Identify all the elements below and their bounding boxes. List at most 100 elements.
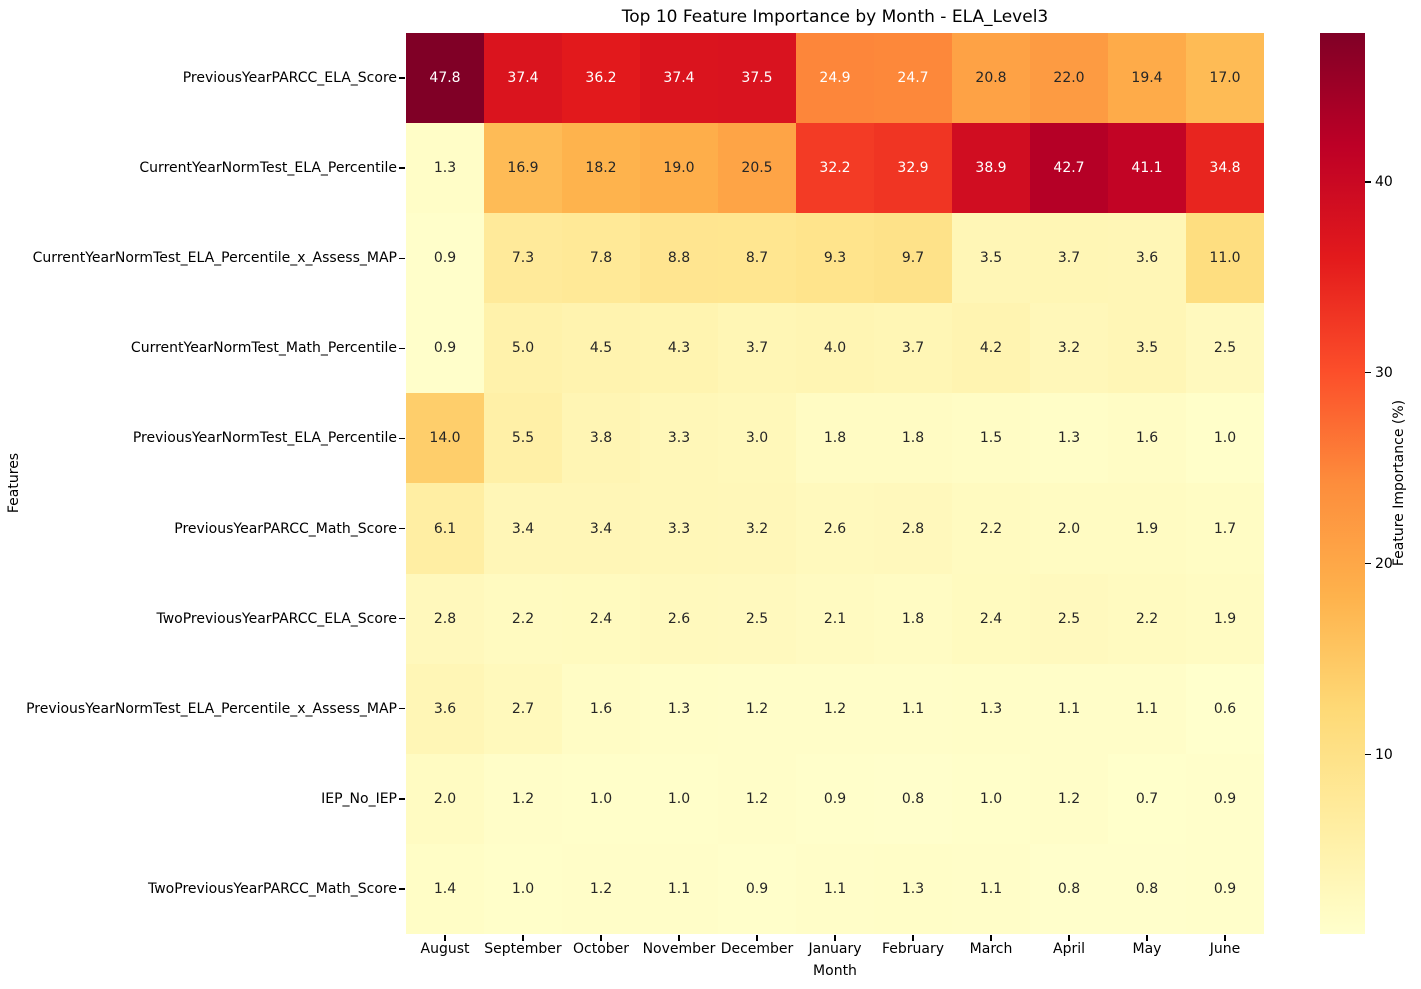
x-tick-mark	[444, 935, 446, 941]
col-label: March	[969, 941, 1013, 957]
y-tick-mark	[399, 167, 405, 169]
heatmap-cell: 7.3	[484, 213, 562, 304]
y-tick-mark	[399, 347, 405, 350]
x-tick-mark	[834, 935, 836, 941]
heatmap-cell: 1.3	[406, 123, 484, 214]
x-tick-mark	[1224, 935, 1226, 941]
heatmap-cell: 1.3	[640, 663, 718, 754]
heatmap-cell: 3.4	[562, 483, 640, 574]
heatmap-cell: 20.8	[952, 33, 1030, 124]
heatmap-cell: 0.9	[718, 843, 796, 934]
heatmap-cell: 1.4	[406, 843, 484, 934]
heatmap-cell: 2.2	[952, 483, 1030, 574]
colorbar-tick-label: 20	[1375, 555, 1393, 572]
heatmap-cell: 36.2	[562, 33, 640, 124]
heatmap-cell: 4.2	[952, 303, 1030, 394]
y-tick-mark	[399, 708, 405, 710]
heatmap-cell: 3.7	[874, 303, 952, 394]
heatmap-cell: 2.5	[1030, 573, 1108, 664]
heatmap-cell: 5.5	[484, 393, 562, 484]
y-tick-mark	[399, 617, 405, 620]
heatmap-cell: 1.1	[1108, 663, 1186, 754]
col-label: May	[1132, 941, 1162, 957]
heatmap-cell: 1.6	[1108, 393, 1186, 484]
heatmap-cell: 9.7	[874, 213, 952, 304]
heatmap-cell: 2.6	[796, 483, 874, 574]
x-tick-mark	[678, 935, 680, 941]
heatmap-cell: 1.2	[796, 663, 874, 754]
heatmap-cell: 37.5	[718, 33, 796, 124]
heatmap-cell: 32.2	[796, 123, 874, 214]
heatmap-cell: 1.9	[1108, 483, 1186, 574]
row-label: PreviousYearNormTest_ELA_Percentile_x_As…	[26, 700, 397, 717]
heatmap-cell: 1.2	[484, 753, 562, 844]
colorbar-label: Feature Importance (%)	[1391, 399, 1407, 567]
heatmap-cell: 4.0	[796, 303, 874, 394]
heatmap-cell: 47.8	[406, 33, 484, 124]
heatmap-cell: 1.1	[640, 843, 718, 934]
heatmap-cell: 20.5	[718, 123, 796, 214]
heatmap-cell: 18.2	[562, 123, 640, 214]
y-tick-mark	[399, 888, 405, 890]
heatmap-cell: 37.4	[640, 33, 718, 124]
heatmap-cell: 1.0	[1186, 393, 1264, 484]
heatmap-cell: 7.8	[562, 213, 640, 304]
heatmap-cell: 1.8	[796, 393, 874, 484]
colorbar-tick-label: 30	[1375, 364, 1393, 381]
heatmap-cell: 22.0	[1030, 33, 1108, 124]
colorbar-tick-mark	[1365, 181, 1371, 183]
heatmap-cell: 3.7	[1030, 213, 1108, 304]
heatmap-cell: 2.2	[1108, 573, 1186, 664]
heatmap-cell: 0.9	[406, 213, 484, 304]
heatmap-cell: 0.8	[874, 753, 952, 844]
heatmap-cell: 1.2	[718, 663, 796, 754]
heatmap-cell: 2.4	[952, 573, 1030, 664]
heatmap-grid: 47.8 37.4 36.2 37.4 37.5 24.9 24.7 20.8 22.0 19.4…	[406, 33, 1264, 934]
col-label: October	[572, 941, 630, 957]
heatmap-cell: 2.5	[1186, 303, 1264, 394]
heatmap-cell: 1.1	[952, 843, 1030, 934]
heatmap-cell: 0.9	[796, 753, 874, 844]
col-label: April	[1053, 941, 1085, 957]
heatmap-cell: 4.5	[562, 303, 640, 394]
heatmap-cell: 2.4	[562, 573, 640, 664]
heatmap-cell: 1.1	[1030, 663, 1108, 754]
heatmap-cell: 1.3	[874, 843, 952, 934]
heatmap-cell: 3.5	[1108, 303, 1186, 394]
heatmap-cell: 8.7	[718, 213, 796, 304]
y-tick-mark	[399, 257, 405, 259]
heatmap-cell: 1.1	[874, 663, 952, 754]
heatmap-cell: 1.6	[562, 663, 640, 754]
row-label: PreviousYearPARCC_Math_Score	[174, 520, 397, 537]
heatmap-cell: 3.6	[406, 663, 484, 754]
colorbar-tick-mark	[1365, 753, 1371, 756]
heatmap-cell: 2.8	[874, 483, 952, 574]
heatmap-cell: 9.3	[796, 213, 874, 304]
heatmap-cell: 0.9	[406, 303, 484, 394]
heatmap-cell: 1.0	[640, 753, 718, 844]
heatmap-cell: 1.0	[952, 753, 1030, 844]
heatmap-cell: 0.8	[1030, 843, 1108, 934]
heatmap-cell: 3.3	[640, 483, 718, 574]
heatmap-cell: 1.9	[1186, 573, 1264, 664]
x-tick-mark	[990, 935, 992, 941]
heatmap-cell: 2.1	[796, 573, 874, 664]
row-label: TwoPreviousYearPARCC_Math_Score	[148, 880, 397, 897]
x-axis-label: Month	[813, 963, 857, 979]
heatmap-cell: 1.8	[874, 393, 952, 484]
heatmap-cell: 2.0	[406, 753, 484, 844]
heatmap-cell: 3.8	[562, 393, 640, 484]
heatmap-cell: 34.8	[1186, 123, 1264, 214]
y-tick-mark	[399, 798, 405, 800]
col-label: September	[484, 941, 562, 957]
heatmap-cell: 1.7	[1186, 483, 1264, 574]
y-tick-mark	[399, 77, 405, 79]
heatmap-cell: 1.8	[874, 573, 952, 664]
row-label: CurrentYearNormTest_ELA_Percentile_x_Ass…	[32, 250, 397, 267]
col-label: June	[1209, 941, 1241, 957]
heatmap-cell: 1.2	[1030, 753, 1108, 844]
heatmap-cell: 42.7	[1030, 123, 1108, 214]
row-label: TwoPreviousYearPARCC_ELA_Score	[156, 610, 397, 627]
heatmap-cell: 0.9	[1186, 843, 1264, 934]
colorbar-tick-mark	[1365, 562, 1371, 565]
